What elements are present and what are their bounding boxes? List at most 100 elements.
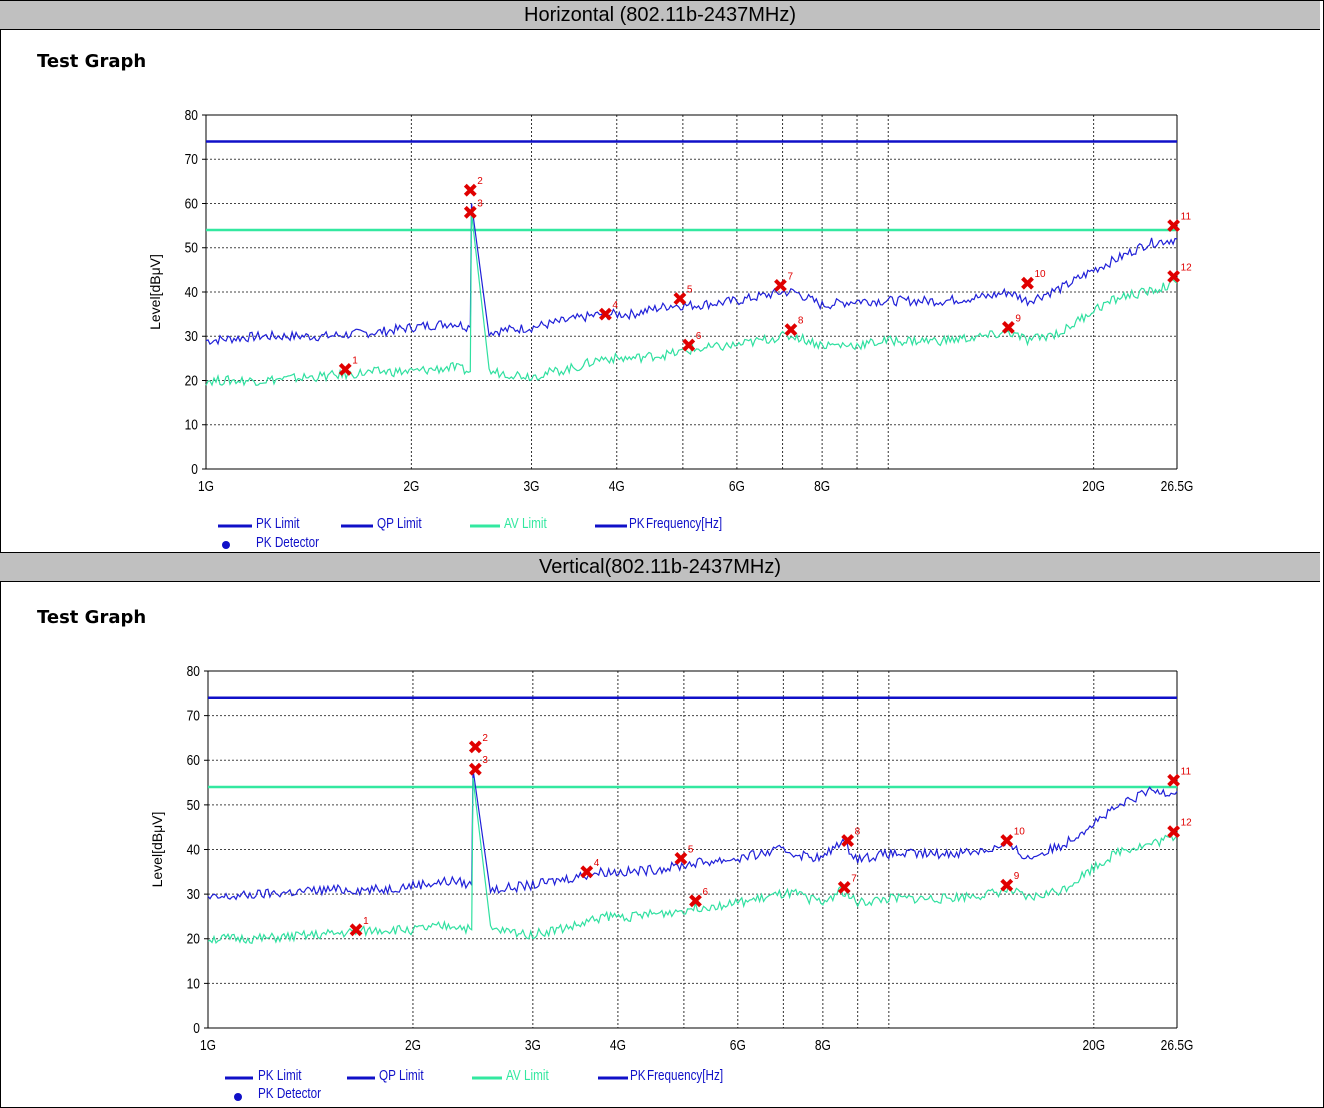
x-tick-label: 20G <box>1082 478 1105 495</box>
marker: 9 <box>1003 313 1021 332</box>
x-tick-label: 6G <box>730 1037 746 1054</box>
x-tick-label: 8G <box>815 1037 831 1054</box>
pk-trace <box>206 204 1177 345</box>
marker-cross <box>676 853 686 863</box>
y-tick-label: 60 <box>185 195 199 212</box>
marker-cross <box>582 867 592 877</box>
marker: 2 <box>470 733 488 752</box>
x-tick-label: 1G <box>200 1037 216 1054</box>
pk-limit-legend-label: PK Limit <box>258 1067 302 1084</box>
marker: 2 <box>465 176 483 195</box>
marker-label: 2 <box>477 176 483 187</box>
pk-trace <box>208 769 1177 899</box>
marker-label: 3 <box>482 755 488 766</box>
y-tick-label: 40 <box>185 284 199 301</box>
marker-label: 12 <box>1181 263 1193 274</box>
y-tick-label: 80 <box>187 663 201 680</box>
marker: 9 <box>1002 871 1020 890</box>
marker: 6 <box>690 887 708 906</box>
x-tick-label: 2G <box>403 478 419 495</box>
marker: 8 <box>843 827 861 846</box>
marker-cross <box>465 207 475 217</box>
marker-label: 8 <box>855 827 861 838</box>
x-tick-label: 20G <box>1082 1037 1105 1054</box>
y-tick-label: 40 <box>187 841 201 858</box>
qp-limit-legend-label: QP Limit <box>377 515 422 532</box>
vertical-section: Vertical(802.11b-2437MHz) Test Graph 0 10… <box>0 554 1320 1106</box>
x-tick-label: 3G <box>524 478 540 495</box>
marker-label: 2 <box>482 733 488 744</box>
marker-label: 6 <box>702 887 708 898</box>
marker: 12 <box>1169 818 1193 837</box>
marker: 10 <box>1023 269 1047 288</box>
marker-label: 8 <box>798 316 804 327</box>
marker-label: 10 <box>1014 827 1026 838</box>
marker-cross <box>1002 836 1012 846</box>
x-tick-label: 8G <box>814 478 830 495</box>
y-tick-label: 10 <box>185 416 199 433</box>
marker: 4 <box>600 300 618 319</box>
y-tick-label: 70 <box>185 151 199 168</box>
y-tick-label: 50 <box>187 797 201 814</box>
marker-label: 4 <box>594 858 600 869</box>
y-tick-label: 0 <box>193 1020 200 1037</box>
y-tick-label: 50 <box>185 239 199 256</box>
marker-label: 5 <box>688 844 694 855</box>
horizontal-chart: 010203040506070801G 2G 3G 4G 6G 8G 20G 26.5GLev… <box>0 1 1320 553</box>
marker-cross <box>470 764 480 774</box>
x-tick-label: 3G <box>525 1037 541 1054</box>
x-tick-label: 26.5G <box>1161 1037 1194 1054</box>
marker-label: 6 <box>696 331 702 342</box>
marker: 11 <box>1169 212 1192 231</box>
marker-label: 1 <box>352 355 358 366</box>
pk-legend-label: PK <box>629 515 645 532</box>
pk-detector-legend-label: PK Detector <box>258 1085 321 1102</box>
marker: 1 <box>340 355 358 374</box>
marker-label: 9 <box>1015 313 1021 324</box>
marker-cross <box>775 280 785 290</box>
y-tick-label: 70 <box>187 707 201 724</box>
marker-cross <box>1023 278 1033 288</box>
y-tick-label: 20 <box>187 930 201 947</box>
marker: 10 <box>1002 827 1026 846</box>
qp-limit-legend-label: QP Limit <box>379 1067 424 1084</box>
marker-label: 10 <box>1035 269 1047 280</box>
x-tick-label: 6G <box>729 478 745 495</box>
y-tick-label: 60 <box>187 752 201 769</box>
marker-label: 7 <box>787 271 793 282</box>
av-trace <box>208 778 1177 943</box>
marker-label: 3 <box>477 198 483 209</box>
y-tick-label: 20 <box>185 372 199 389</box>
x-tick-label: 2G <box>405 1037 421 1054</box>
frequency-axis-label: Frequency[Hz] <box>647 1067 723 1084</box>
marker-label: 4 <box>612 300 618 311</box>
marker: 12 <box>1169 263 1193 282</box>
pk-detector-legend-label: PK Detector <box>256 534 319 551</box>
marker-label: 11 <box>1181 766 1192 777</box>
marker: 3 <box>465 198 483 217</box>
y-tick-label: 80 <box>185 107 199 124</box>
marker-cross <box>675 294 685 304</box>
marker-cross <box>786 325 796 335</box>
marker: 3 <box>470 755 488 774</box>
marker-cross <box>470 742 480 752</box>
y-tick-label: 10 <box>187 975 201 992</box>
frequency-axis-label: Frequency[Hz] <box>646 515 722 532</box>
x-tick-label: 4G <box>610 1037 626 1054</box>
marker: 7 <box>775 271 793 290</box>
av-limit-legend-label: AV Limit <box>504 515 547 532</box>
x-tick-label: 4G <box>609 478 625 495</box>
marker-cross <box>465 185 475 195</box>
marker-label: 12 <box>1181 818 1193 829</box>
y-axis-label: Level[dBμV] <box>149 812 165 888</box>
pk-limit-legend-label: PK Limit <box>256 515 300 532</box>
marker-label: 7 <box>851 873 857 884</box>
horizontal-section: Horizontal (802.11b-2437MHz) Test Graph … <box>0 1 1320 553</box>
y-tick-label: 30 <box>187 886 201 903</box>
marker: 5 <box>676 844 694 863</box>
av-limit-legend-label: AV Limit <box>506 1067 549 1084</box>
marker: 11 <box>1169 766 1192 785</box>
marker-cross <box>1002 880 1012 890</box>
marker-label: 5 <box>687 285 693 296</box>
marker: 7 <box>839 873 857 892</box>
